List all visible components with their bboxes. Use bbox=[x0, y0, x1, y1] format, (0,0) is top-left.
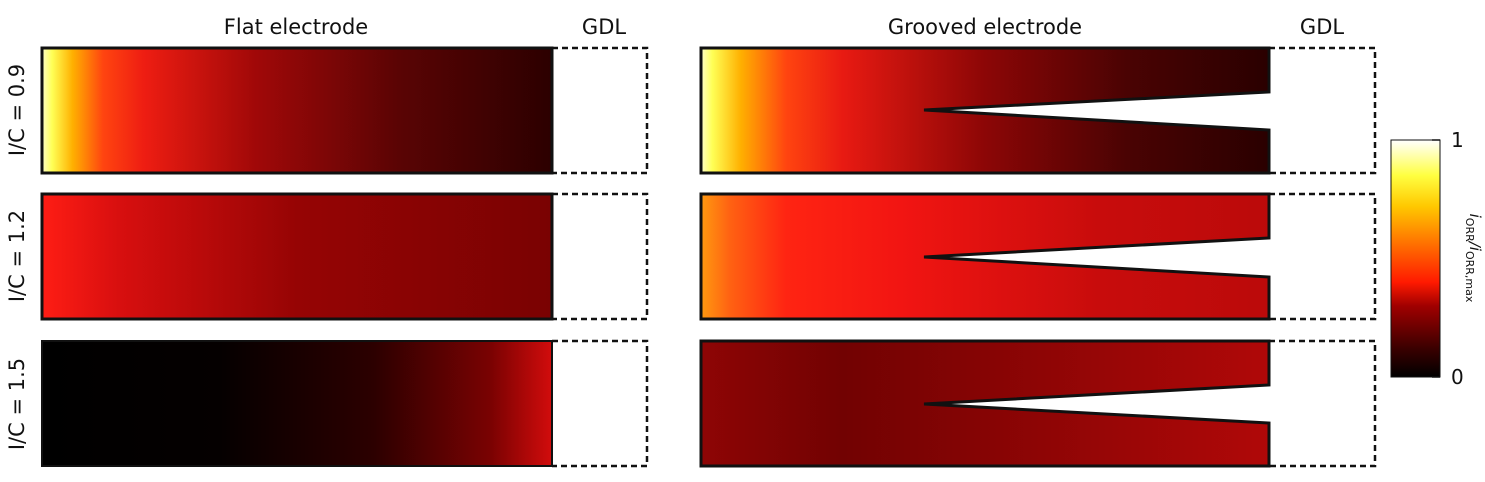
colorbar-min-label: 0 bbox=[1451, 365, 1464, 389]
flat-electrode-1.5 bbox=[41, 340, 553, 467]
grooved-electrode-header: Grooved electrode bbox=[888, 15, 1082, 39]
flat-gdl-box-1.5 bbox=[552, 339, 649, 468]
row-label-1.5: I/C = 1.5 bbox=[5, 358, 29, 450]
flat-electrode-0.9 bbox=[40, 46, 554, 175]
grooved-gdl-box-0.9 bbox=[1269, 46, 1377, 175]
colorbar-gradient bbox=[1390, 139, 1441, 378]
grooved-gdl-box-1.5 bbox=[1269, 339, 1377, 468]
colorbar-title-sub1: ORR bbox=[1463, 218, 1476, 242]
row-label-1.2: I/C = 1.2 bbox=[5, 210, 29, 302]
row-label-0.9: I/C = 0.9 bbox=[5, 64, 29, 156]
colorbar-title-mid: /i bbox=[1466, 240, 1484, 252]
grooved-gdl-header: GDL bbox=[1300, 15, 1344, 39]
row-1.2 bbox=[40, 192, 1377, 321]
row-0.9 bbox=[40, 46, 1377, 175]
colorbar-title: iORR/iORR,max bbox=[1463, 214, 1484, 303]
grooved-electrode-0.9 bbox=[699, 46, 1271, 175]
flat-gdl-box-0.9 bbox=[552, 46, 649, 175]
row-1.5 bbox=[41, 339, 1377, 468]
flat-electrode-header: Flat electrode bbox=[224, 15, 368, 39]
grooved-electrode-1.5 bbox=[699, 339, 1271, 468]
grooved-electrode-1.2 bbox=[699, 192, 1271, 321]
colorbar-title-sub2: ORR,max bbox=[1463, 251, 1476, 303]
colorbar-title-i: i bbox=[1466, 214, 1484, 219]
flat-gdl-box-1.2 bbox=[552, 192, 649, 321]
flat-gdl-header: GDL bbox=[582, 15, 626, 39]
colorbar: 1 0 iORR/iORR,max bbox=[1390, 128, 1484, 389]
flat-electrode-1.2 bbox=[40, 192, 554, 321]
colorbar-max-label: 1 bbox=[1451, 128, 1464, 152]
grooved-gdl-box-1.2 bbox=[1269, 192, 1377, 321]
